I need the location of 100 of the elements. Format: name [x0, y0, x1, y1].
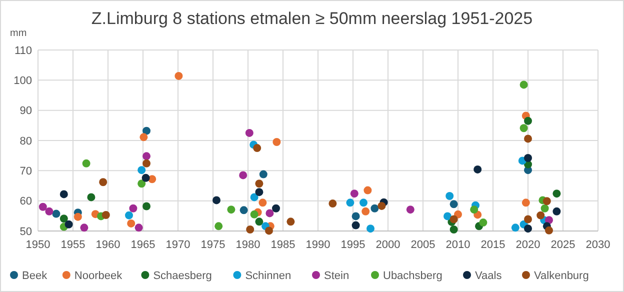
y-tick-label: 60	[20, 196, 32, 208]
y-tick-label: 70	[20, 166, 32, 178]
point	[255, 188, 264, 196]
point	[545, 226, 553, 234]
point	[540, 204, 549, 212]
y-tick-label: 80	[20, 135, 32, 148]
point	[129, 204, 138, 212]
legend-label: Valkenburg	[534, 270, 589, 282]
x-tick-label: 1960	[96, 239, 120, 251]
point	[364, 186, 372, 194]
point	[38, 202, 47, 211]
point	[511, 224, 520, 232]
point	[352, 221, 360, 230]
point	[272, 138, 281, 146]
x-tick-label: 2025	[550, 239, 576, 251]
point	[142, 152, 150, 160]
x-tick-label: 1965	[130, 239, 156, 251]
point	[520, 124, 528, 132]
y-tick-label: 50	[20, 226, 32, 238]
point	[82, 159, 90, 168]
point	[520, 80, 528, 89]
point	[450, 215, 458, 224]
point	[102, 211, 110, 220]
point	[214, 222, 223, 230]
point	[406, 206, 414, 214]
x-tick-label: 1955	[60, 239, 86, 251]
point	[142, 202, 150, 210]
x-tick-label: 1975	[200, 239, 226, 251]
point	[138, 180, 146, 188]
x-tick-label: 2020	[516, 239, 540, 251]
point	[552, 190, 561, 198]
point	[286, 218, 295, 226]
point	[250, 193, 258, 202]
point	[474, 165, 482, 174]
point	[255, 218, 264, 226]
point	[366, 224, 374, 233]
legend-label: Noorbeek	[74, 270, 123, 282]
point	[266, 209, 274, 218]
point	[370, 204, 379, 212]
point	[524, 154, 532, 162]
x-tick-label: 1990	[306, 239, 330, 251]
point	[240, 206, 248, 214]
point	[140, 133, 148, 142]
point	[524, 215, 532, 224]
point	[45, 207, 54, 216]
x-tick-label: 2030	[586, 239, 610, 251]
point	[253, 144, 262, 152]
point	[362, 207, 370, 216]
point	[142, 126, 150, 135]
point	[524, 134, 532, 143]
point	[255, 180, 264, 188]
point	[352, 212, 360, 220]
point	[346, 198, 354, 207]
point	[522, 198, 530, 207]
point	[239, 171, 248, 180]
x-tick-label: 2015	[480, 239, 506, 251]
y-tick-label: 110	[14, 44, 32, 57]
legend-label: Ubachsberg	[383, 270, 442, 282]
x-tick-label: 2005	[410, 239, 436, 251]
point	[444, 212, 452, 220]
point	[87, 193, 96, 202]
point	[536, 211, 545, 220]
point	[64, 220, 73, 228]
legend-label: Schaesberg	[153, 270, 212, 282]
point	[350, 190, 358, 198]
x-tick-label: 1970	[166, 239, 190, 251]
point	[212, 196, 220, 204]
point	[99, 178, 108, 186]
y-tick-label: 100	[14, 75, 32, 88]
point	[328, 200, 337, 208]
point	[134, 224, 143, 232]
point	[127, 219, 136, 228]
point	[470, 206, 478, 214]
point	[227, 206, 236, 214]
point	[74, 212, 82, 221]
point	[125, 211, 133, 220]
point	[60, 214, 68, 223]
point	[552, 207, 561, 216]
point	[259, 170, 268, 178]
point	[378, 202, 386, 210]
chart-title: Z.Limburg 8 stations etmalen ≥ 50mm neerslag 1951-2025	[91, 9, 533, 28]
point	[174, 72, 183, 80]
y-axis-title: mm	[10, 28, 27, 39]
point	[542, 197, 551, 206]
point	[524, 224, 532, 233]
point	[142, 174, 150, 182]
x-tick-label: 1985	[270, 239, 296, 251]
point	[450, 225, 458, 234]
x-tick-label: 1995	[340, 239, 366, 251]
point	[524, 116, 532, 125]
point	[138, 166, 146, 174]
point	[246, 225, 254, 234]
legend-label: Stein	[324, 270, 350, 282]
point	[52, 210, 60, 218]
point	[479, 218, 488, 227]
legend-label: Schinnen	[245, 270, 292, 282]
point	[272, 204, 280, 212]
point	[250, 210, 258, 218]
y-tick-label: 90	[20, 105, 32, 118]
legend-label: Vaals	[475, 270, 502, 282]
